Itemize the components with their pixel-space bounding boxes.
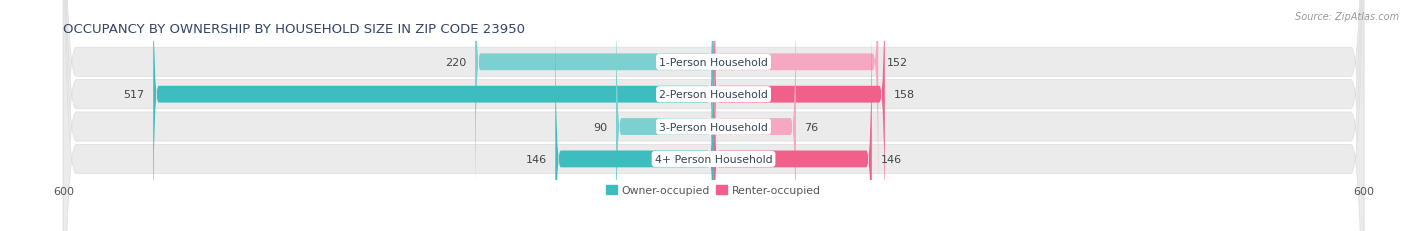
- Text: 76: 76: [804, 122, 818, 132]
- FancyBboxPatch shape: [616, 0, 713, 231]
- Legend: Owner-occupied, Renter-occupied: Owner-occupied, Renter-occupied: [602, 181, 825, 200]
- Text: 152: 152: [887, 58, 908, 67]
- FancyBboxPatch shape: [713, 6, 872, 231]
- Text: OCCUPANCY BY OWNERSHIP BY HOUSEHOLD SIZE IN ZIP CODE 23950: OCCUPANCY BY OWNERSHIP BY HOUSEHOLD SIZE…: [63, 23, 526, 36]
- Text: 146: 146: [880, 154, 901, 164]
- FancyBboxPatch shape: [475, 0, 713, 215]
- FancyBboxPatch shape: [713, 0, 879, 215]
- Text: Source: ZipAtlas.com: Source: ZipAtlas.com: [1295, 12, 1399, 21]
- Text: 517: 517: [124, 90, 145, 100]
- Text: 146: 146: [526, 154, 547, 164]
- Text: 1-Person Household: 1-Person Household: [659, 58, 768, 67]
- FancyBboxPatch shape: [713, 0, 884, 231]
- FancyBboxPatch shape: [63, 0, 1364, 231]
- FancyBboxPatch shape: [63, 0, 1364, 231]
- Text: 220: 220: [446, 58, 467, 67]
- Text: 158: 158: [893, 90, 914, 100]
- Text: 3-Person Household: 3-Person Household: [659, 122, 768, 132]
- FancyBboxPatch shape: [713, 0, 796, 231]
- FancyBboxPatch shape: [555, 6, 713, 231]
- Text: 2-Person Household: 2-Person Household: [659, 90, 768, 100]
- FancyBboxPatch shape: [63, 0, 1364, 231]
- FancyBboxPatch shape: [153, 0, 713, 231]
- FancyBboxPatch shape: [63, 0, 1364, 231]
- Text: 4+ Person Household: 4+ Person Household: [655, 154, 772, 164]
- Text: 90: 90: [593, 122, 607, 132]
